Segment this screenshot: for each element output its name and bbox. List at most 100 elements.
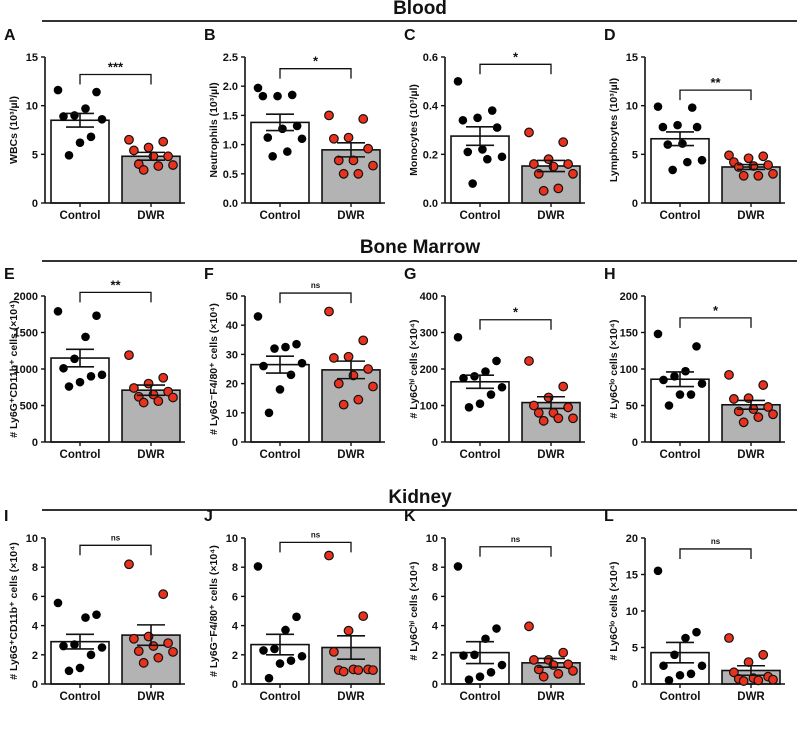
data-point-control [275, 385, 285, 394]
data-point-dwr [538, 415, 549, 426]
significance-bracket [479, 319, 552, 330]
y-tick-label: 20 [626, 533, 638, 545]
panel-letter: E [4, 266, 15, 283]
data-point-control [253, 312, 263, 321]
x-tick-label: Control [260, 691, 301, 703]
data-point-control [92, 87, 101, 97]
significance-bracket [479, 63, 552, 75]
data-point-dwr [353, 168, 364, 179]
panel-a: A WBCs (10³/µl) 0 5 10 15 Control DWR *** [0, 20, 200, 255]
bar-chart: C Monocytes (10³/µl) 0.0 0.2 0.4 0.6 Control DW… [404, 27, 585, 222]
bar-dwr [321, 369, 381, 443]
y-axis-label: # Ly6G⁻F4/80⁺ cells (×10⁴) [208, 303, 220, 435]
significance-label: ns [711, 537, 721, 546]
data-point-control [263, 133, 273, 142]
y-axis-label: # Ly6G⁺CD11b⁺ cells (×10⁴) [8, 300, 20, 438]
data-point-control [697, 661, 707, 671]
data-point-control [470, 650, 479, 660]
panel-i: I # Ly6G⁺CD11b⁺ cells (×10⁴) 0 2 4 6 8 10 Contro… [0, 501, 200, 736]
data-point-control [470, 372, 479, 381]
data-point-control [273, 91, 282, 101]
bar-chart: D Lymphocytes (10³/µl) 0 5 10 15 Control DWR ** [604, 27, 785, 222]
significance-label: * [513, 49, 519, 64]
significance-bracket [279, 541, 352, 553]
data-point-dwr [558, 137, 569, 148]
data-point-control [292, 612, 301, 622]
data-point-dwr [568, 413, 578, 424]
data-point-control [492, 356, 501, 366]
data-point-dwr [528, 400, 539, 411]
data-point-dwr [753, 170, 764, 181]
data-point-control [70, 111, 79, 120]
data-point-dwr [738, 417, 749, 428]
x-tick-label: Control [60, 449, 101, 461]
data-point-control [659, 661, 668, 671]
y-tick-label: 4 [32, 621, 39, 633]
x-tick-label: Control [260, 210, 301, 222]
data-point-control [297, 651, 307, 661]
panel-e: E # Ly6G⁺CD11b⁺ cells (×10⁴) 0 500 1000 1500 2… [0, 259, 200, 494]
section-title-blood: Blood [393, 0, 447, 19]
data-point-control [686, 669, 696, 679]
data-point-dwr [163, 638, 174, 649]
y-tick-label: 6 [32, 591, 38, 603]
y-tick-label: 6 [232, 591, 238, 603]
data-point-dwr [553, 183, 564, 194]
data-point-control [486, 390, 496, 399]
data-point-dwr [538, 185, 549, 196]
y-tick-label: 10 [226, 408, 238, 420]
data-point-control [683, 157, 692, 167]
data-point-control [275, 659, 285, 668]
data-point-dwr [124, 350, 134, 361]
data-point-control [53, 85, 63, 95]
significance-label: * [513, 305, 519, 320]
x-tick-label: DWR [537, 210, 565, 222]
data-point-control [453, 562, 463, 571]
panel-d: D Lymphocytes (10³/µl) 0 5 10 15 Control DWR ** [600, 20, 797, 255]
panel-letter: K [404, 508, 416, 525]
y-tick-label: 2.5 [223, 52, 238, 64]
data-point-control [64, 382, 74, 391]
panel-letter: C [404, 27, 416, 44]
data-point-dwr [758, 380, 769, 390]
data-point-control [283, 147, 292, 156]
data-point-control [270, 344, 279, 353]
data-point-dwr [568, 665, 578, 676]
y-axis-label: WBCs (10³/µl) [8, 96, 20, 164]
data-point-control [664, 676, 674, 685]
data-point-dwr [324, 110, 334, 121]
data-point-control [697, 155, 707, 165]
panel-letter: L [604, 508, 614, 525]
data-point-control [492, 624, 501, 633]
bar-control [50, 119, 110, 204]
y-tick-label: 1.0 [223, 140, 238, 152]
y-axis-label: # Ly6Cʰⁱ cells (×10⁴) [407, 320, 420, 419]
y-tick-label: 0 [432, 437, 438, 449]
data-point-dwr [724, 633, 734, 643]
data-point-dwr [138, 657, 149, 668]
y-tick-label: 8 [432, 562, 438, 574]
data-point-control [663, 140, 673, 149]
data-point-dwr [563, 159, 574, 169]
y-tick-label: 0 [432, 679, 438, 691]
panel-letter: F [204, 266, 214, 283]
data-point-control [687, 103, 697, 112]
data-point-dwr [363, 364, 374, 374]
data-point-dwr [124, 559, 134, 570]
data-point-dwr [533, 407, 544, 418]
y-tick-label: 1500 [14, 328, 38, 340]
data-point-control [86, 372, 96, 381]
bar-control [650, 137, 710, 204]
y-tick-label: 5 [32, 149, 38, 161]
data-point-control [497, 382, 507, 392]
y-tick-label: 100 [420, 401, 438, 413]
data-point-control [664, 401, 674, 410]
y-tick-label: 15 [26, 52, 38, 64]
y-tick-label: 0 [632, 437, 638, 449]
data-point-control [483, 154, 492, 164]
data-point-dwr [528, 159, 539, 169]
data-point-control [675, 670, 685, 680]
y-tick-label: 0 [232, 437, 238, 449]
data-point-dwr [558, 381, 569, 392]
y-tick-label: 0.2 [423, 149, 438, 161]
